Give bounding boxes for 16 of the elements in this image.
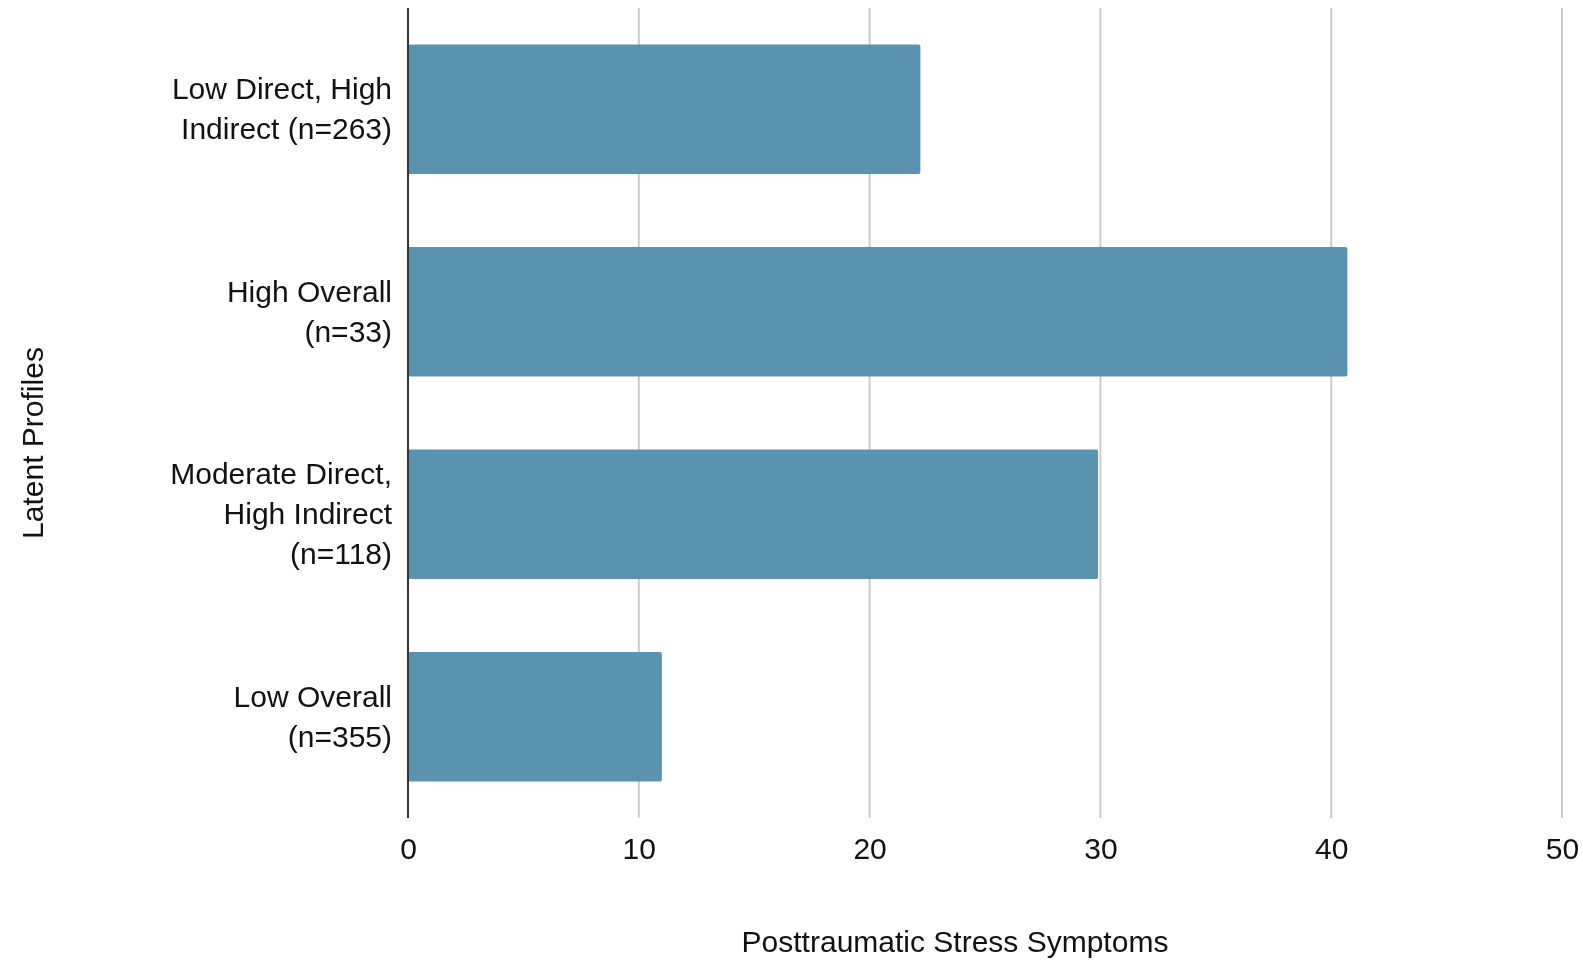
bar xyxy=(408,246,1348,377)
x-tick-label: 30 xyxy=(1084,832,1118,866)
x-tick-label: 20 xyxy=(853,832,887,866)
bar xyxy=(408,651,662,782)
y-tick-label: Moderate Direct, High Indirect (n=118) xyxy=(170,457,393,571)
x-axis-title: Posttraumatic Stress Symptoms xyxy=(741,925,1169,958)
x-tick-label: 10 xyxy=(622,832,656,866)
bar xyxy=(408,449,1099,580)
y-tick-label: High Overall (n=33) xyxy=(226,274,392,348)
bar xyxy=(408,44,921,175)
x-tick-label: 40 xyxy=(1315,832,1349,866)
y-axis-title: Latent Profiles xyxy=(16,347,49,539)
y-tick-label: Low Direct, High Indirect (n=263) xyxy=(171,72,392,146)
x-tick-label: 0 xyxy=(400,832,417,866)
y-tick-label: Low Overall (n=355) xyxy=(233,679,392,753)
x-tick-label: 50 xyxy=(1545,832,1580,866)
